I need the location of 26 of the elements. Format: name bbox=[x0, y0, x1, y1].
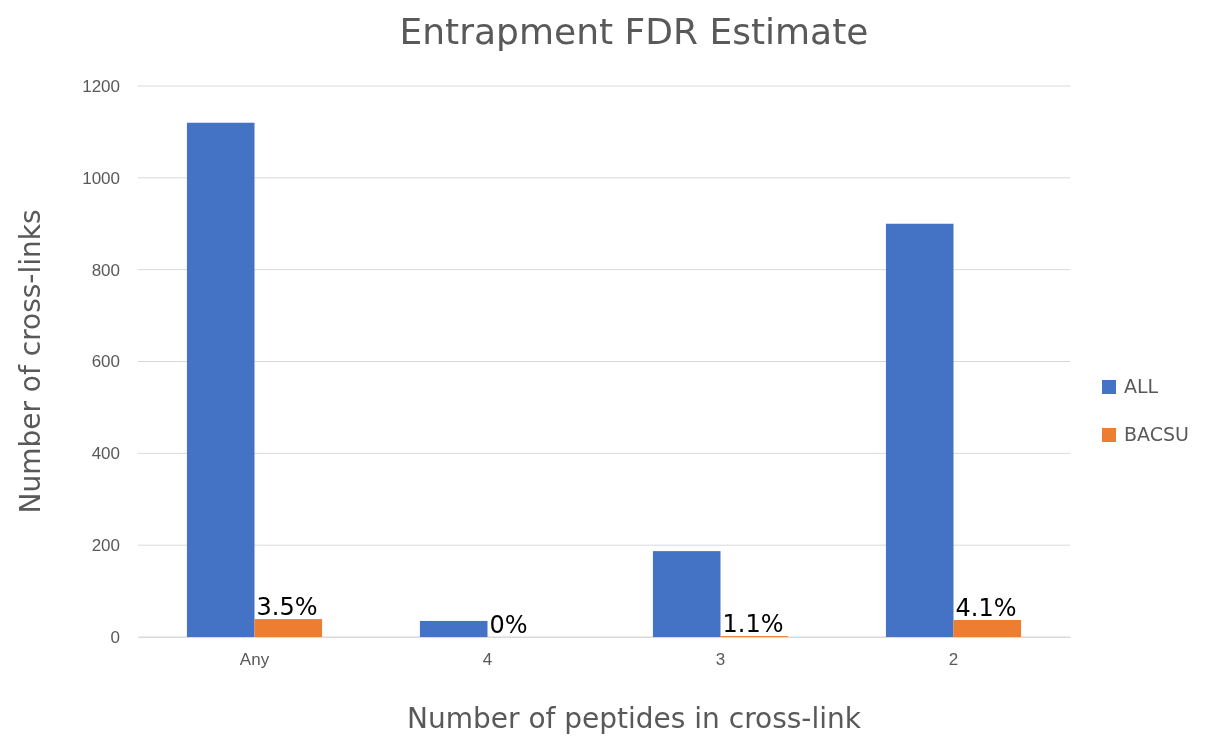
bar bbox=[652, 551, 721, 637]
bar bbox=[254, 619, 323, 637]
annotation: 1.1% bbox=[722, 610, 784, 639]
annotation: 0% bbox=[489, 611, 528, 639]
y-tick-label: 800 bbox=[91, 260, 120, 280]
y-tick-label: 200 bbox=[91, 536, 120, 556]
y-tick-label: 1000 bbox=[82, 168, 120, 188]
bar bbox=[885, 223, 954, 637]
y-axis-title: Number of cross-links bbox=[14, 209, 47, 514]
y-tick-label: 1200 bbox=[82, 76, 120, 96]
bar bbox=[419, 620, 488, 637]
x-tick-label: 4 bbox=[482, 650, 493, 670]
annotation: 4.1% bbox=[955, 594, 1017, 623]
y-tick-label: 400 bbox=[91, 444, 120, 464]
x-tick-label: 2 bbox=[948, 650, 959, 670]
legend-label: ALL bbox=[1124, 375, 1159, 397]
annotation: 3.5% bbox=[256, 593, 318, 622]
bar bbox=[953, 620, 1022, 637]
x-axis-title: Number of peptides in cross-link bbox=[407, 702, 862, 735]
chart-title: Entrapment FDR Estimate bbox=[399, 11, 869, 52]
x-tick-label: Any bbox=[239, 650, 270, 670]
bar bbox=[186, 122, 255, 637]
legend-label: BACSU bbox=[1124, 423, 1189, 445]
y-tick-label: 600 bbox=[91, 352, 120, 372]
x-tick-label: 3 bbox=[715, 650, 726, 670]
y-tick-label: 0 bbox=[110, 627, 120, 647]
